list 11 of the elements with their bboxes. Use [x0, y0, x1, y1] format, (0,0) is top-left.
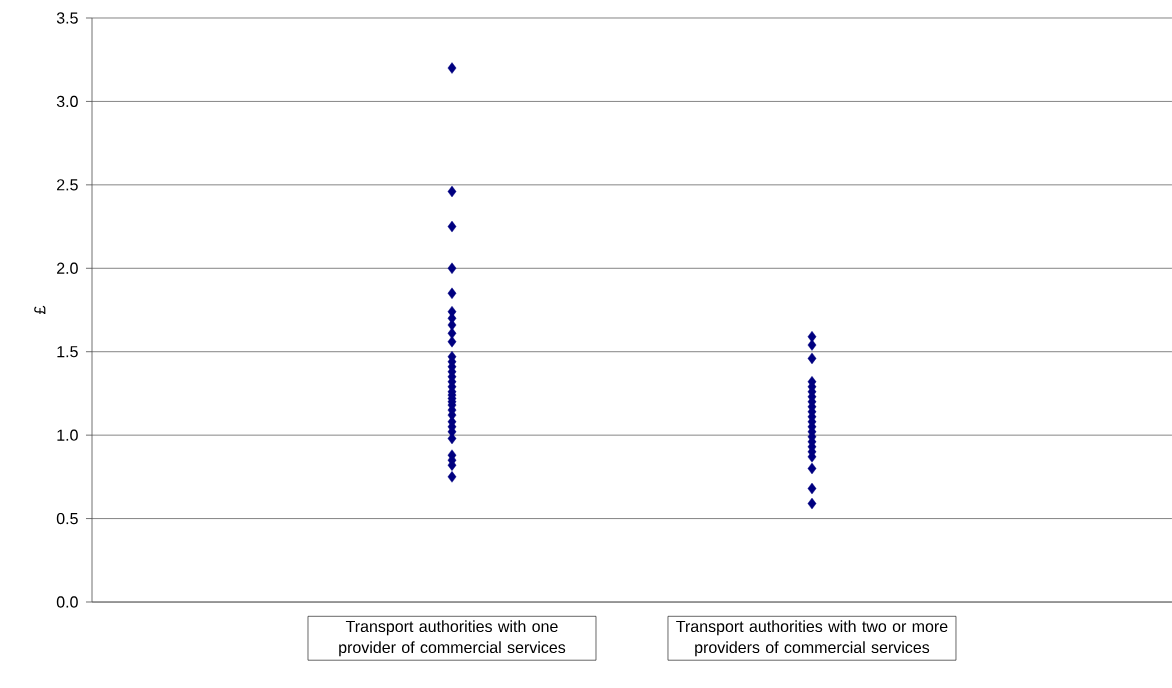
y-tick-label: 3.5: [56, 12, 78, 24]
y-tick-label: 1.5: [57, 346, 78, 358]
y-tick-label: 2.0: [57, 262, 78, 274]
y-tick-label: 0.0: [56, 596, 78, 608]
y-axis-title: £: [34, 305, 46, 314]
x-tick-label: Transport authorities with two or more providers of commercial services: [676, 620, 948, 657]
y-tick-label: 1.0: [57, 429, 78, 441]
x-tick-label: Transport authorities with one provider of commercial services: [339, 620, 566, 657]
y-tick-label: 0.5: [56, 512, 78, 525]
y-tick-label: 3.0: [56, 95, 78, 108]
y-tick-label: 2.5: [57, 179, 78, 191]
